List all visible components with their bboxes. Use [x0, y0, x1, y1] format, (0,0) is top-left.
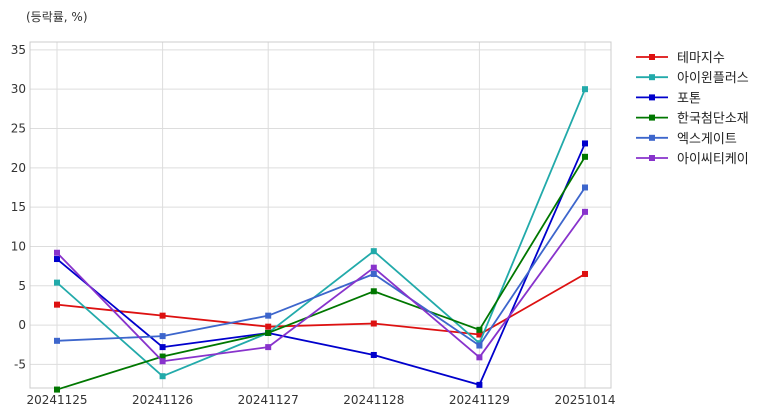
legend-item: 아이씨티케이	[636, 152, 749, 167]
data-point	[370, 248, 377, 255]
x-tick-label: 20241129	[449, 393, 510, 407]
data-point	[582, 270, 588, 277]
legend-item: 포톤	[636, 91, 701, 106]
series-line	[56, 143, 586, 386]
y-tick-label: 35	[11, 43, 26, 57]
legend-item: 한국첨단소재	[636, 112, 749, 127]
x-tick-label: 20241127	[238, 393, 299, 407]
data-point	[582, 208, 588, 215]
data-point	[54, 386, 60, 393]
legend-marker	[649, 155, 655, 161]
legend-label: 한국첨단소재	[677, 112, 749, 127]
data-point	[476, 342, 483, 349]
data-point	[476, 331, 483, 338]
data-point	[54, 301, 60, 308]
x-tick-label: 20241126	[132, 393, 193, 407]
data-point	[582, 86, 588, 93]
legend-marker	[649, 74, 655, 81]
data-point	[370, 264, 377, 271]
series-line	[56, 156, 586, 391]
chart-unit-label: (등락률, %)	[26, 10, 88, 24]
data-point	[476, 381, 483, 388]
series-line	[56, 211, 586, 363]
data-point	[265, 329, 272, 336]
data-point	[582, 153, 588, 160]
legend-item: 엑스게이트	[636, 132, 737, 147]
y-tick-label: 15	[11, 200, 26, 214]
data-point	[476, 354, 483, 361]
y-tick-label: 25	[11, 122, 26, 136]
data-point	[582, 184, 588, 191]
y-tick-label: 5	[18, 279, 26, 293]
series-line	[56, 273, 586, 336]
data-point	[159, 373, 166, 380]
data-point	[582, 140, 588, 147]
data-point	[265, 312, 272, 319]
legend-marker	[649, 114, 655, 121]
legend-label: 아이윈플러스	[677, 71, 749, 86]
x-tick-label: 20241125	[26, 393, 87, 407]
series-3	[54, 153, 588, 393]
series-0	[54, 270, 588, 338]
legend-marker	[649, 94, 655, 101]
y-tick-label: 30	[11, 82, 26, 96]
data-point	[159, 358, 166, 365]
y-tick-label: 0	[18, 318, 26, 332]
data-point	[370, 320, 377, 327]
legend-item: 테마지수	[636, 51, 725, 66]
series-1	[54, 86, 588, 380]
y-tick-label: 20	[11, 161, 26, 175]
axis-layer: -5 0 5 10 15 20 25 30 35 20241125 20241126 20241127…	[11, 43, 616, 407]
data-point	[370, 351, 377, 358]
x-tick-label: 20241128	[343, 393, 404, 407]
data-point	[370, 288, 377, 295]
data-point	[159, 312, 166, 319]
data-point	[159, 353, 166, 360]
data-point	[54, 256, 60, 263]
data-point	[159, 344, 166, 351]
legend-label: 아이씨티케이	[677, 152, 749, 167]
data-point	[370, 270, 377, 277]
data-point	[265, 323, 272, 330]
plot-frame	[29, 41, 612, 389]
x-tick-label: 20251014	[554, 393, 615, 407]
data-point	[54, 337, 60, 344]
series-5	[54, 208, 588, 365]
series-4	[54, 184, 588, 349]
legend-item: 아이윈플러스	[636, 71, 749, 86]
data-point	[265, 344, 272, 351]
data-point	[159, 333, 166, 340]
y-tick-label: -5	[14, 357, 26, 371]
legend-marker	[649, 54, 655, 60]
series-line	[56, 186, 586, 347]
data-point	[54, 249, 60, 256]
data-point	[54, 279, 60, 286]
series-layer	[54, 86, 588, 393]
legend-label: 테마지수	[677, 51, 725, 66]
y-tick-label: 10	[11, 239, 26, 253]
legend-label: 엑스게이트	[677, 132, 737, 147]
legend-marker	[649, 134, 655, 141]
legend-label: 포톤	[677, 91, 701, 106]
data-point	[476, 326, 483, 333]
